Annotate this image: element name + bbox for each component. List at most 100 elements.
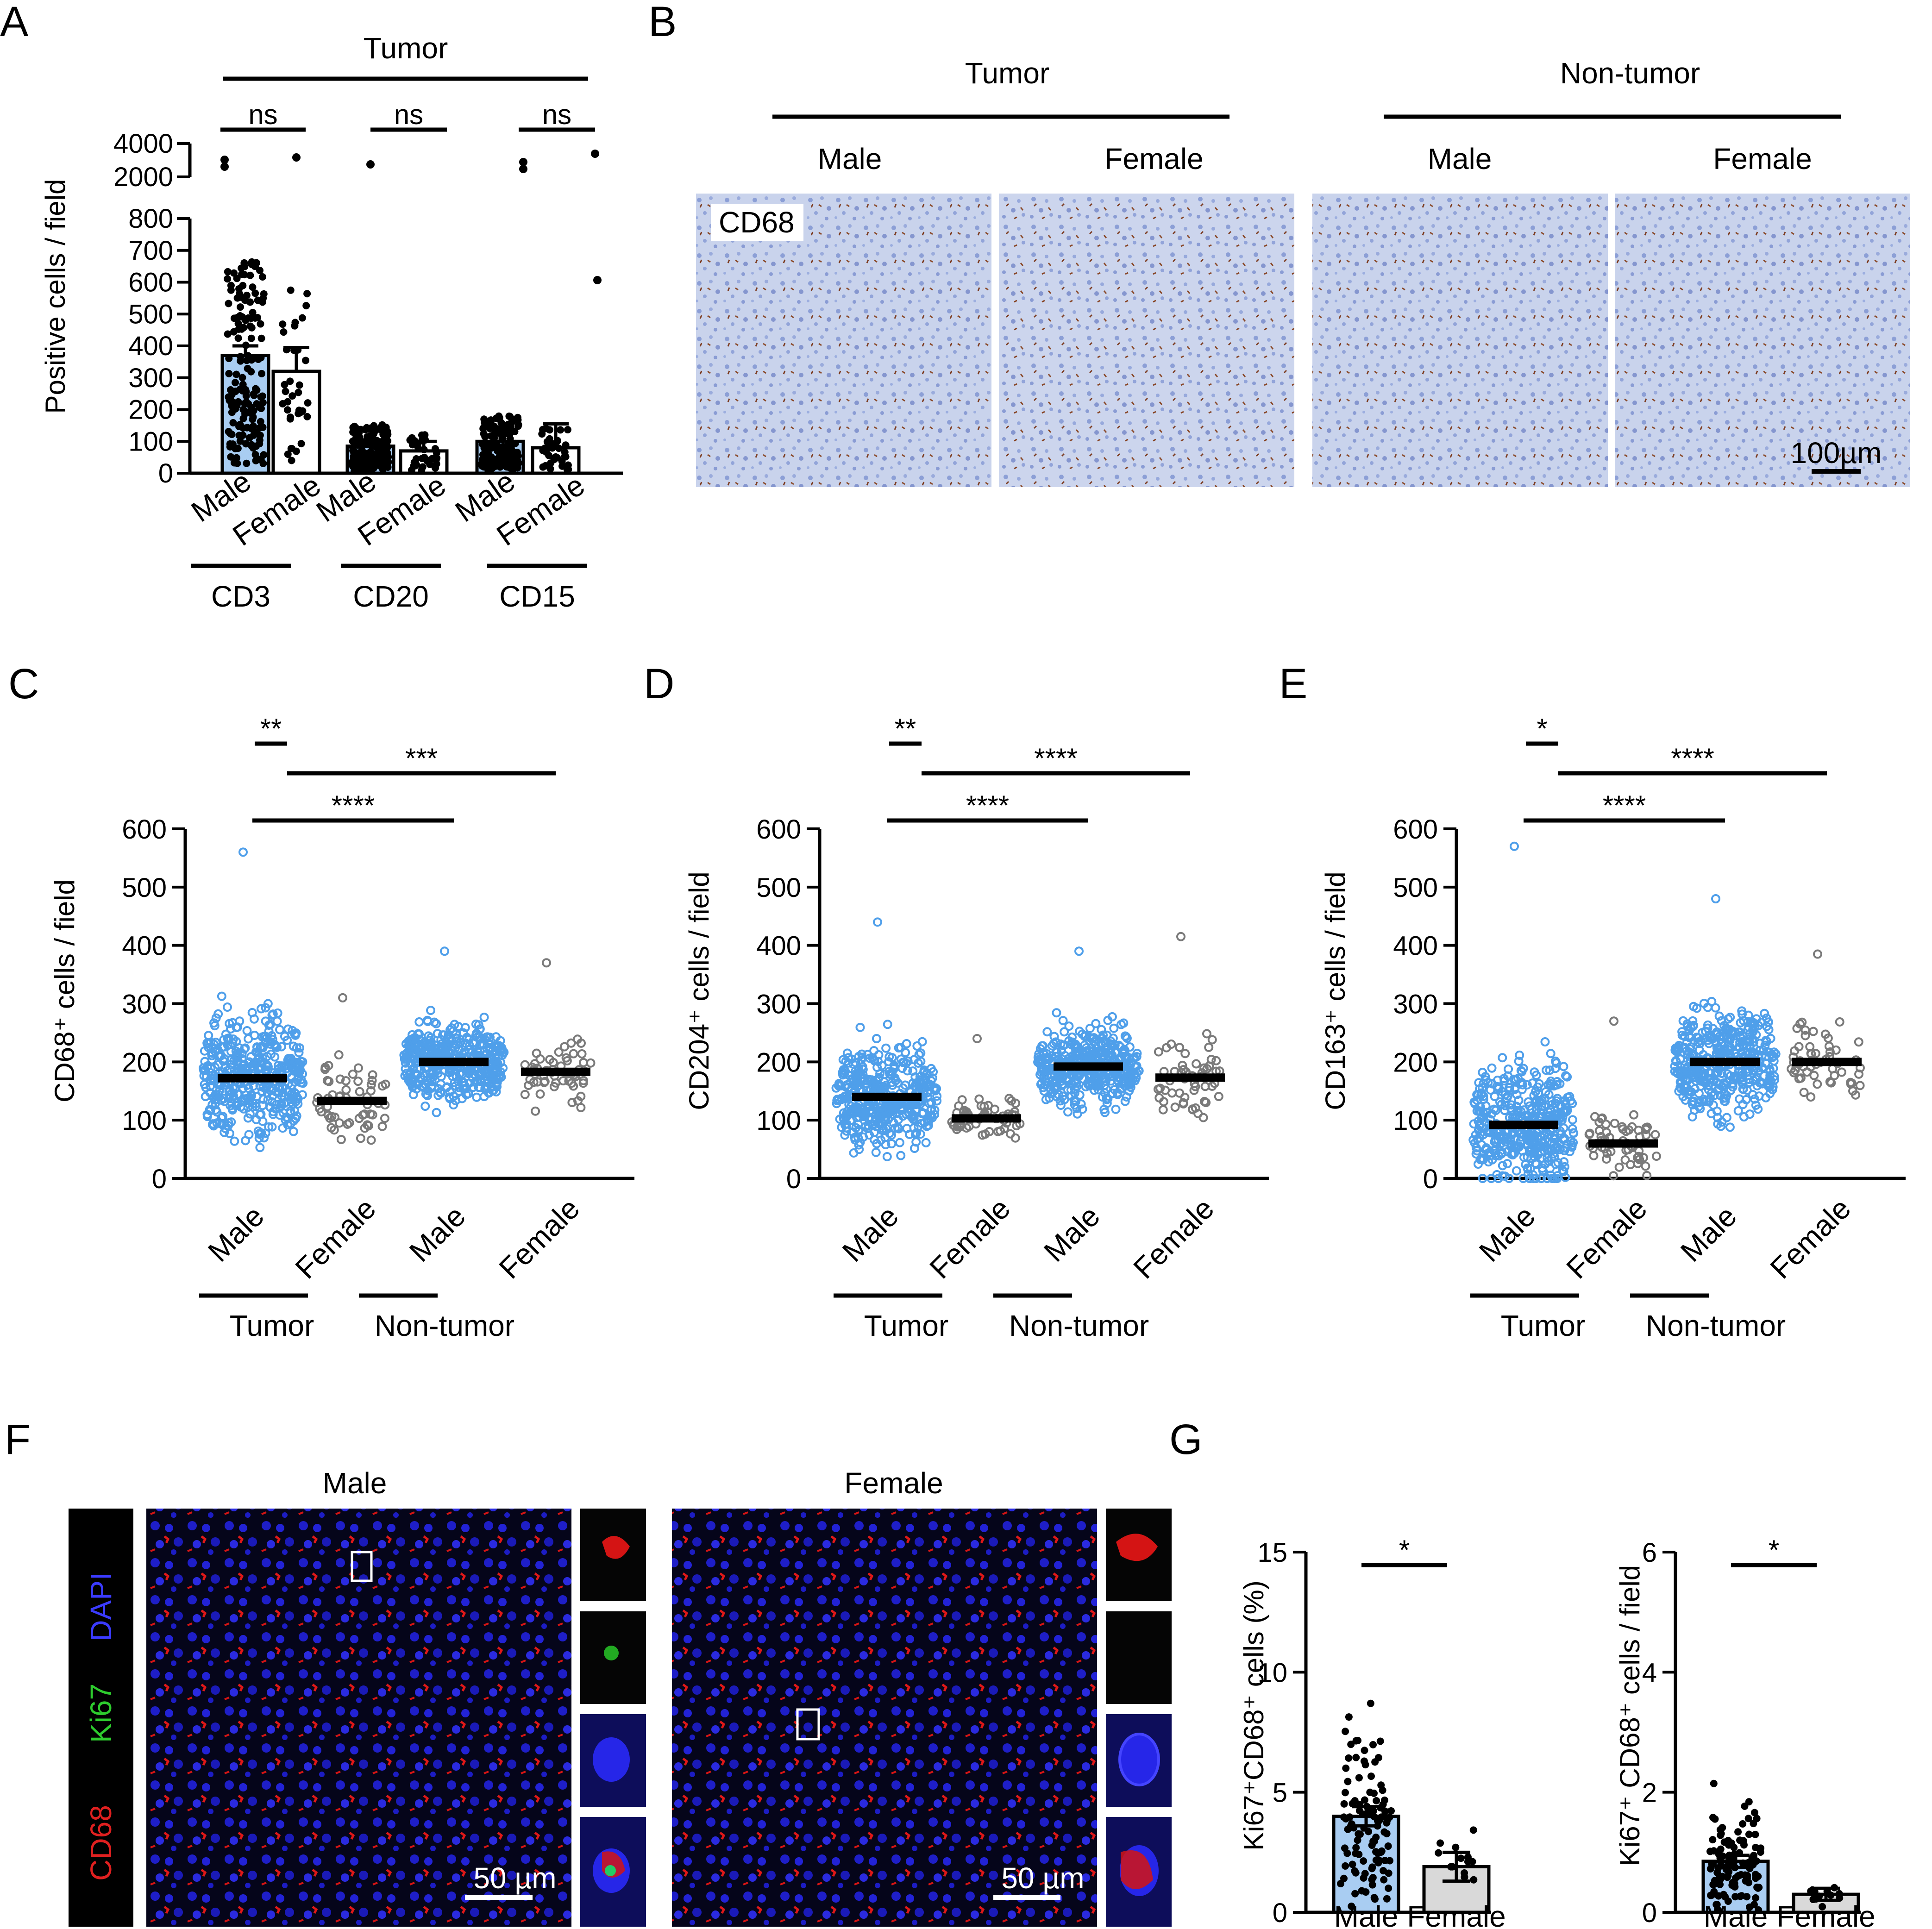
panel-a-data-point	[539, 426, 547, 433]
panel-g2-data-point	[1751, 1830, 1759, 1838]
panel-c-x-tick-label: Male	[403, 1199, 472, 1268]
panel-c-significance-label: ****	[332, 790, 375, 821]
panel-e-data-point	[1546, 1049, 1556, 1058]
panel-e-data-point	[1537, 1147, 1546, 1157]
panel-g2-data-point	[1743, 1893, 1751, 1901]
panel-e-data-point	[1518, 1080, 1528, 1090]
panel-c-data-point	[227, 1038, 237, 1048]
panel-g1-data-point	[1361, 1747, 1368, 1754]
panel-c-data-point	[458, 1077, 468, 1087]
panel-e-data-point	[1487, 1063, 1497, 1073]
panel-e-data-point	[1523, 1163, 1532, 1173]
panel-d-data-point	[1207, 1035, 1217, 1045]
panel-e-data-point	[1491, 1151, 1501, 1161]
panel-a-data-point	[246, 298, 254, 306]
inset-box-female	[796, 1708, 820, 1741]
panel-d-data-point	[876, 1103, 885, 1113]
panel-a-group-labels: CD3 CD20 CD15	[191, 564, 587, 613]
panel-d-data-point	[1005, 1129, 1015, 1139]
panel-c-y-tick-label: 0	[152, 1164, 167, 1194]
panel-d-data-point	[957, 1095, 967, 1105]
panel-d-max-point	[1074, 946, 1084, 956]
panel-d-data-point	[1202, 1029, 1211, 1039]
panel-f: F Male Female DAPI Ki67 CD68 50 µm 50 µm	[5, 1416, 1172, 1927]
panel-c-y-axis-title: CD68⁺ cells / field	[49, 879, 80, 1102]
panel-a-y-tick-label: 700	[128, 236, 173, 266]
panel-e-data-point	[1735, 1043, 1744, 1052]
panel-b-header-tumor: Tumor	[965, 56, 1050, 90]
panel-e-data-point	[1711, 1003, 1720, 1013]
panel-g2-data-point	[1756, 1848, 1764, 1856]
panel-a-data-point	[247, 334, 255, 342]
panel-e-data-point	[1483, 1148, 1493, 1158]
panel-a-data-point	[286, 415, 294, 423]
panel-d-data-point	[855, 1022, 865, 1032]
panel-e-y-tick-label: 400	[1393, 931, 1438, 961]
panel-d-x-tick-label: Female	[1127, 1192, 1221, 1285]
panel-d-data-point	[838, 1055, 848, 1065]
panel-e-data-point	[1806, 1049, 1816, 1058]
panel-a-data-point	[363, 424, 370, 432]
panel-d-data-point	[1117, 1020, 1126, 1029]
panel-d-data-point	[917, 1037, 927, 1046]
panel-e-data-point	[1610, 1118, 1619, 1128]
panel-c-data-point	[211, 1013, 221, 1023]
panel-a-data-point	[358, 440, 366, 448]
panel-a-data-point	[224, 330, 232, 338]
panel-c-data-point	[207, 1120, 217, 1129]
panel-e-data-point	[1553, 1171, 1562, 1181]
panel-g2-data-point	[1715, 1851, 1723, 1859]
panel-a-data-point	[234, 319, 242, 327]
panel-g1-data-point	[1369, 1741, 1377, 1748]
panel-d-y-tick-label: 100	[756, 1106, 801, 1136]
panel-c-data-point	[274, 1082, 284, 1091]
panel-d-significance-label: ****	[966, 790, 1009, 821]
panel-a-data-point	[352, 424, 360, 432]
panel-g: G Ki67⁺CD68⁺ cells (%) 0 5 10 15 Male Female *…	[1169, 1416, 1876, 1929]
panel-c-data-point	[492, 1066, 502, 1076]
panel-a-data-point	[353, 461, 361, 469]
panel-d-data-point	[1070, 1088, 1079, 1098]
panel-g2-data-point	[1750, 1820, 1757, 1828]
panel-g1-data-point	[1340, 1874, 1348, 1882]
panel-a-data-point	[225, 355, 233, 363]
panel-g1-data-point	[1470, 1876, 1478, 1884]
panel-d-y-tick-label: 200	[756, 1047, 801, 1077]
panel-a-y-tick-label: 4000	[113, 129, 173, 159]
panel-c-data-point	[455, 1069, 464, 1079]
panel-d-data-point	[844, 1110, 853, 1120]
panel-d-data-point	[1214, 1092, 1223, 1102]
panel-g2-y-tick-label: 4	[1642, 1658, 1657, 1688]
panel-d-data-point	[849, 1148, 859, 1158]
channel-label-dapi: DAPI	[84, 1572, 118, 1641]
panel-a-data-point	[496, 414, 503, 422]
panel-a-data-point	[361, 461, 369, 469]
panel-c-data-point	[341, 1076, 351, 1086]
panel-g1-data-point	[1355, 1807, 1363, 1815]
panel-g1-data-point	[1366, 1788, 1374, 1796]
panel-e-data-point	[1708, 1100, 1718, 1110]
panel-e-data-point	[1544, 1090, 1554, 1099]
panel-d-data-point	[851, 1106, 861, 1116]
panel-d-data-point	[847, 1074, 857, 1084]
panel-e-max-point	[1609, 1016, 1618, 1026]
panel-c-data-point	[293, 1075, 302, 1085]
panel-g2-data-point	[1734, 1828, 1742, 1836]
panel-e-data-point	[1502, 1159, 1512, 1169]
panel-a-data-point	[302, 302, 310, 310]
panel-c-data-point	[294, 1048, 304, 1058]
panel-g1-data-point	[1367, 1808, 1375, 1816]
panel-a-data-point	[349, 438, 357, 445]
ihc-stain-label-bg	[711, 204, 803, 241]
panel-g1-data-point	[1385, 1884, 1393, 1892]
panel-d-data-point	[842, 1048, 852, 1058]
panel-d-data-point	[865, 1075, 874, 1084]
panel-c-data-point	[294, 1066, 304, 1076]
panel-g2-data-point	[1717, 1831, 1725, 1839]
panel-e-data-point	[1796, 1073, 1806, 1083]
panel-g1-plot: 0 5 10 15 Male Female *	[1257, 1534, 1505, 1929]
panel-g2-y-tick-label: 0	[1642, 1898, 1657, 1927]
panel-a-data-point	[225, 300, 232, 307]
panel-c-data-point	[255, 1143, 265, 1152]
panel-c-data-point	[432, 1108, 441, 1117]
